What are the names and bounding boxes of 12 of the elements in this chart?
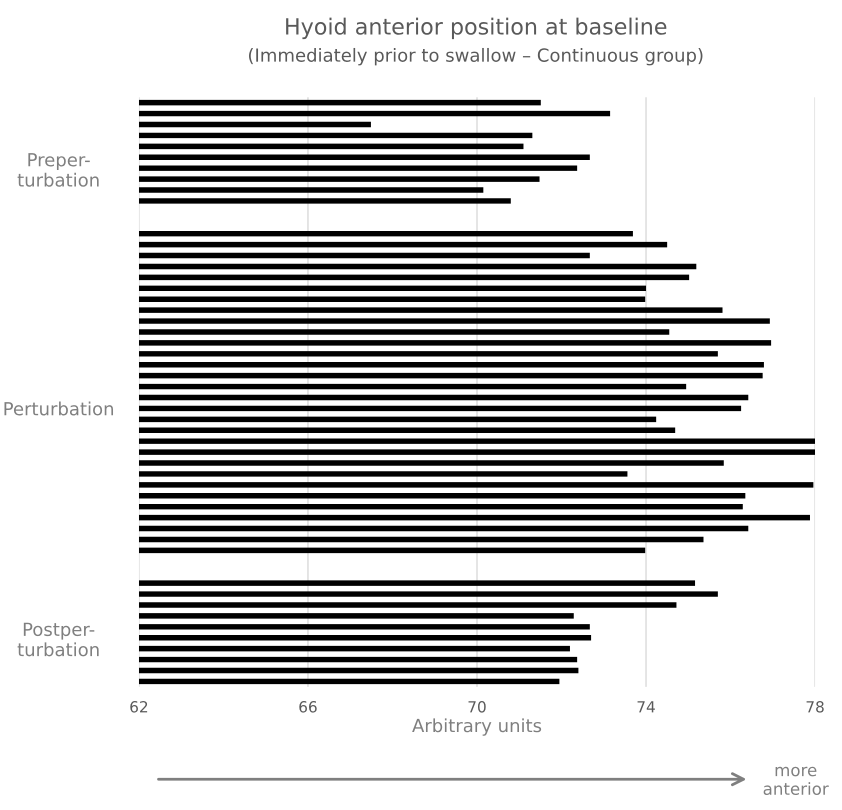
x-tick-label: 66 <box>299 701 317 713</box>
x-axis-title: Arbitrary units <box>412 718 542 736</box>
x-tick-label: 74 <box>638 701 655 712</box>
chart-title: Hyoid anterior position at baseline <box>286 18 666 40</box>
text: more anterior <box>764 766 829 796</box>
y-tick-label: Preper- turbation <box>18 153 99 187</box>
x-tick-label: 78 <box>806 701 824 713</box>
x-tick-label: 70 <box>468 701 486 713</box>
y-tick-label: Postper- turbation <box>18 622 99 656</box>
chart-subtitle: (Immediately prior to swallow – Continuous group) <box>248 48 702 66</box>
x-tick-label: 62 <box>130 701 148 713</box>
y-tick-label: Perturbation <box>4 402 114 416</box>
